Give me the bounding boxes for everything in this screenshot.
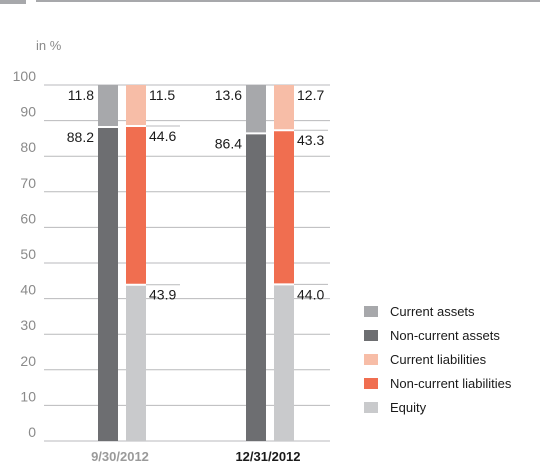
legend-label: Non-current assets [390,328,500,343]
unit-label: in % [36,38,62,53]
x-category-label: 9/30/2012 [91,449,149,464]
bar-segment [274,85,294,131]
bar-segment [274,284,294,441]
y-tick-label: 60 [20,210,36,226]
legend-label: Equity [390,400,427,415]
y-tick-label: 80 [20,139,36,155]
data-label: 11.5 [149,87,175,103]
legend-label: Current assets [390,304,475,319]
header-accent [0,0,26,4]
data-label: 13.6 [215,87,242,103]
plot-area [98,85,294,442]
y-tick-label: 90 [20,104,36,120]
y-tick-label: 50 [20,246,36,262]
legend-swatch [364,306,378,317]
data-label: 43.3 [297,132,324,148]
legend-swatch [364,402,378,413]
legend-swatch [364,354,378,365]
data-labels: 88.2 11.8 43.9 44.6 11.5 86.4 13.6 44.0 43.3 12.7 [67,84,328,303]
legend-swatch [364,378,378,389]
header-rule [36,0,540,2]
bar-segment [126,284,146,441]
y-tick-label: 100 [13,68,37,84]
bar-segment [246,85,266,134]
bar-segment [98,85,118,128]
y-tick-label: 70 [20,175,36,191]
bar-segment [126,85,146,126]
bar-segment [98,127,118,442]
y-tick-label: 30 [20,317,36,333]
data-label: 12.7 [297,87,324,103]
legend-label: Current liabilities [390,352,487,367]
y-axis: 0 10 20 30 40 50 60 70 80 90 100 [13,68,37,440]
data-label: 44.6 [149,128,176,144]
data-label: 11.8 [68,87,94,103]
x-category-label: 12/31/2012 [235,449,300,464]
y-tick-label: 20 [20,353,36,369]
x-axis: 9/30/2012 12/31/2012 [91,449,300,464]
bar-segment [126,125,146,285]
legend-swatch [364,330,378,341]
y-tick-label: 0 [28,424,36,440]
bar-segment [246,133,266,441]
y-tick-label: 40 [20,282,36,298]
legend-label: Non-current liabilities [390,376,512,391]
bar-segment [274,130,294,285]
legend: Current assets Non-current assets Current … [364,304,512,415]
y-tick-label: 10 [20,388,36,404]
data-label: 88.2 [67,129,94,145]
data-label: 86.4 [215,135,242,151]
data-label: 44.0 [297,286,324,302]
data-label: 43.9 [149,287,176,303]
